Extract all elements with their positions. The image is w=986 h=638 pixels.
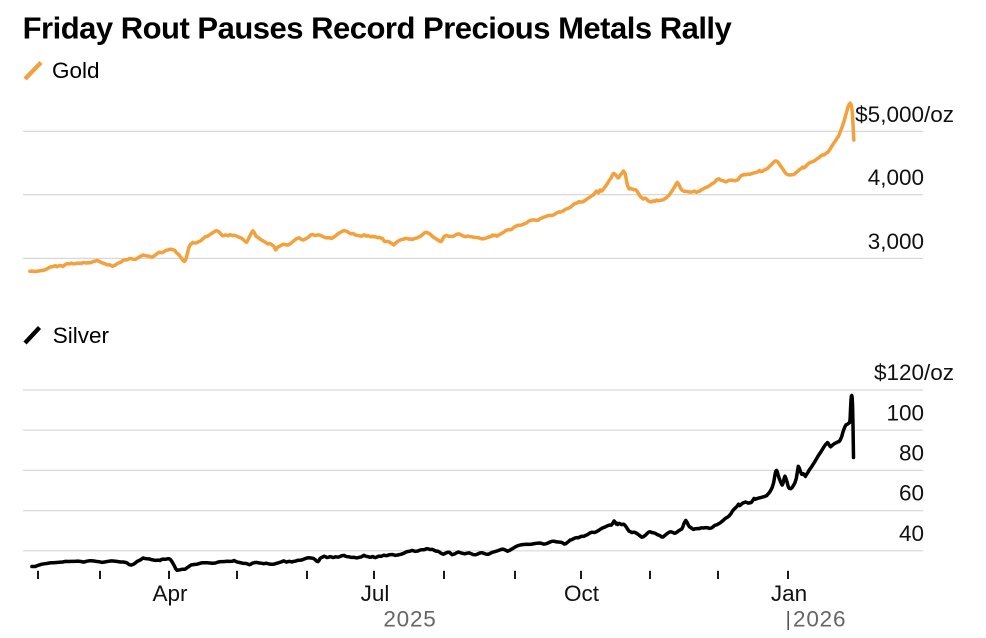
svg-text:60: 60 — [899, 481, 924, 506]
svg-text:$5,000: $5,000 — [855, 102, 924, 127]
svg-text:$120: $120 — [874, 360, 924, 385]
svg-text:2025: 2025 — [383, 607, 436, 632]
svg-text:80: 80 — [899, 441, 924, 466]
svg-text:40: 40 — [899, 521, 924, 546]
svg-text:3,000: 3,000 — [868, 229, 924, 254]
svg-text:/oz: /oz — [924, 360, 954, 385]
svg-text:100: 100 — [886, 401, 924, 426]
svg-text:Oct: Oct — [564, 581, 600, 606]
svg-text:Apr: Apr — [152, 581, 188, 606]
svg-text:Friday Rout Pauses Record Prec: Friday Rout Pauses Record Precious Metal… — [23, 11, 733, 46]
svg-text:Silver: Silver — [53, 323, 110, 348]
svg-text:Jan: Jan — [771, 581, 807, 606]
svg-text:2026: 2026 — [793, 607, 846, 632]
svg-text:/oz: /oz — [924, 102, 954, 127]
svg-text:Jul: Jul — [361, 581, 390, 606]
svg-text:Gold: Gold — [52, 58, 100, 83]
svg-text:4,000: 4,000 — [868, 165, 924, 190]
